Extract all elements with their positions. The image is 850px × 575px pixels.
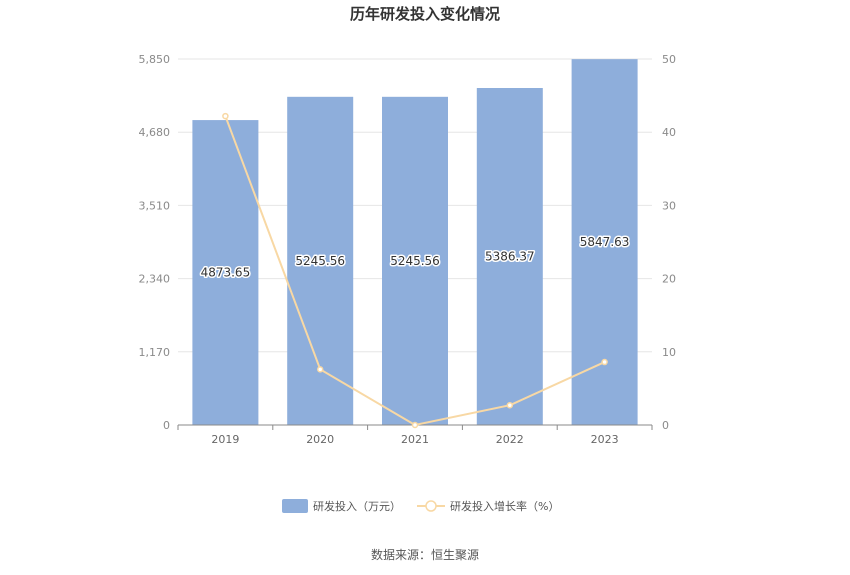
legend-line-marker: [425, 500, 437, 512]
bar-value-label: 5386.37: [485, 250, 535, 264]
legend-bar-swatch: [282, 499, 308, 513]
line-series: [222, 112, 608, 429]
left-axis: 0 1,170 2,340 3,510 4,680 5,850: [139, 53, 171, 432]
y-left-tick-label: 5,850: [139, 53, 171, 66]
x-tick-label: 2023: [591, 433, 619, 446]
growth-point: [506, 401, 514, 409]
x-axis: 2019 2020 2021 2022 2023: [177, 425, 653, 446]
legend-item-line[interactable]: 研发投入增长率（%）: [417, 499, 559, 513]
y-left-tick-label: 2,340: [139, 273, 171, 286]
x-tick-label: 2020: [306, 433, 334, 446]
bar-value-label: 4873.65: [201, 266, 251, 280]
right-axis: 0 10 20 30 40 50: [662, 53, 676, 432]
bar-value-label: 5245.56: [390, 254, 440, 268]
y-right-tick-label: 50: [662, 53, 676, 66]
legend-line-label: 研发投入增长率（%）: [450, 499, 559, 513]
chart-title: 历年研发投入变化情况: [350, 5, 500, 23]
bar-value-label: 5847.63: [580, 235, 630, 249]
y-left-tick-label: 0: [163, 419, 170, 432]
growth-point: [601, 358, 608, 366]
y-left-tick-label: 3,510: [139, 199, 171, 212]
y-left-tick-label: 4,680: [139, 126, 171, 139]
x-tick-label: 2022: [496, 433, 524, 446]
y-right-tick-label: 40: [662, 126, 676, 139]
legend-item-bar[interactable]: 研发投入（万元）: [282, 499, 401, 513]
y-right-tick-label: 20: [662, 273, 676, 286]
y-right-tick-label: 10: [662, 346, 676, 359]
legend: 研发投入（万元） 研发投入增长率（%）: [282, 499, 559, 513]
growth-point: [222, 112, 229, 120]
legend-bar-label: 研发投入（万元）: [313, 499, 401, 513]
y-right-tick-label: 0: [662, 419, 669, 432]
source-note: 数据来源：恒生聚源: [371, 547, 479, 562]
bar: [476, 88, 543, 425]
y-left-tick-label: 1,170: [139, 346, 171, 359]
bar: [382, 96, 448, 425]
bar-value-label: 5245.56: [295, 254, 345, 268]
growth-point: [316, 366, 324, 373]
bar-labels: 4873.65 5245.56 5245.56 5386.37 5847.63: [199, 234, 631, 281]
bar: [192, 120, 259, 425]
x-tick-label: 2019: [211, 433, 239, 446]
bar-series: [192, 59, 638, 425]
y-right-tick-label: 30: [662, 199, 676, 212]
growth-point: [411, 421, 419, 429]
x-tick-label: 2021: [401, 433, 429, 446]
